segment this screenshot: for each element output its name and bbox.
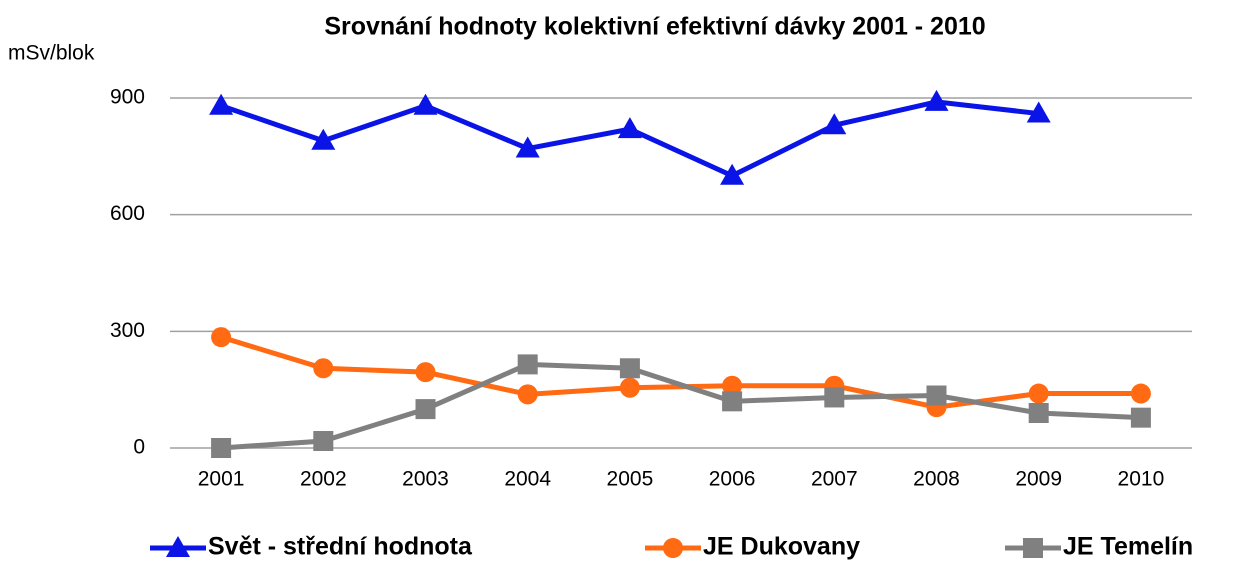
x-tick-label: 2004: [504, 468, 551, 491]
data-point: [415, 399, 436, 420]
data-point: [415, 362, 436, 383]
data-point: [720, 163, 745, 185]
data-point: [822, 113, 847, 135]
y-tick-label: 300: [110, 319, 145, 342]
data-point: [1028, 403, 1049, 423]
data-point: [722, 375, 743, 396]
data-point: [619, 358, 640, 379]
series-line: [220, 361, 1142, 451]
data-point: [926, 385, 947, 406]
y-tick-label: 900: [110, 86, 145, 109]
y-tick-label: 0: [133, 436, 145, 459]
data-point: [515, 136, 540, 158]
data-point: [1130, 383, 1151, 404]
data-point: [1026, 101, 1051, 123]
data-point: [209, 93, 234, 115]
legend-marker: [663, 538, 683, 558]
legend-label: Svět - střední hodnota: [208, 533, 473, 561]
y-axis-label: mSv/blok: [8, 42, 95, 65]
data-point: [1130, 407, 1151, 428]
data-point: [617, 117, 642, 139]
data-point: [211, 438, 232, 458]
data-point: [211, 327, 232, 348]
data-point: [924, 89, 949, 111]
data-point: [313, 358, 334, 379]
x-tick-label: 2003: [402, 468, 449, 491]
legend-marker: [166, 536, 190, 557]
series-line: [220, 334, 1141, 410]
x-tick-label: 2009: [1015, 468, 1062, 491]
x-tick-label: 2006: [709, 468, 756, 491]
x-tick-label: 2010: [1118, 468, 1165, 491]
data-point: [1028, 383, 1049, 404]
chart-title: Srovnání hodnoty kolektivní efektivní dá…: [324, 13, 985, 41]
data-point: [313, 431, 334, 451]
data-point: [824, 387, 845, 408]
x-tick-label: 2005: [607, 468, 654, 491]
x-tick-label: 2008: [913, 468, 960, 491]
x-tick-label: 2001: [198, 468, 245, 491]
series-line: [220, 99, 1039, 179]
x-tick-label: 2002: [300, 468, 347, 491]
data-point: [517, 384, 538, 405]
data-point: [722, 391, 743, 412]
legend-marker: [1023, 538, 1043, 558]
y-tick-label: 600: [110, 202, 145, 225]
legend-label: JE Temelín: [1063, 533, 1193, 561]
data-point: [413, 93, 438, 115]
legend-label: JE Dukovany: [703, 533, 860, 561]
data-point: [517, 354, 538, 375]
data-point: [311, 128, 336, 150]
data-point: [619, 377, 640, 398]
x-tick-label: 2007: [811, 468, 858, 491]
